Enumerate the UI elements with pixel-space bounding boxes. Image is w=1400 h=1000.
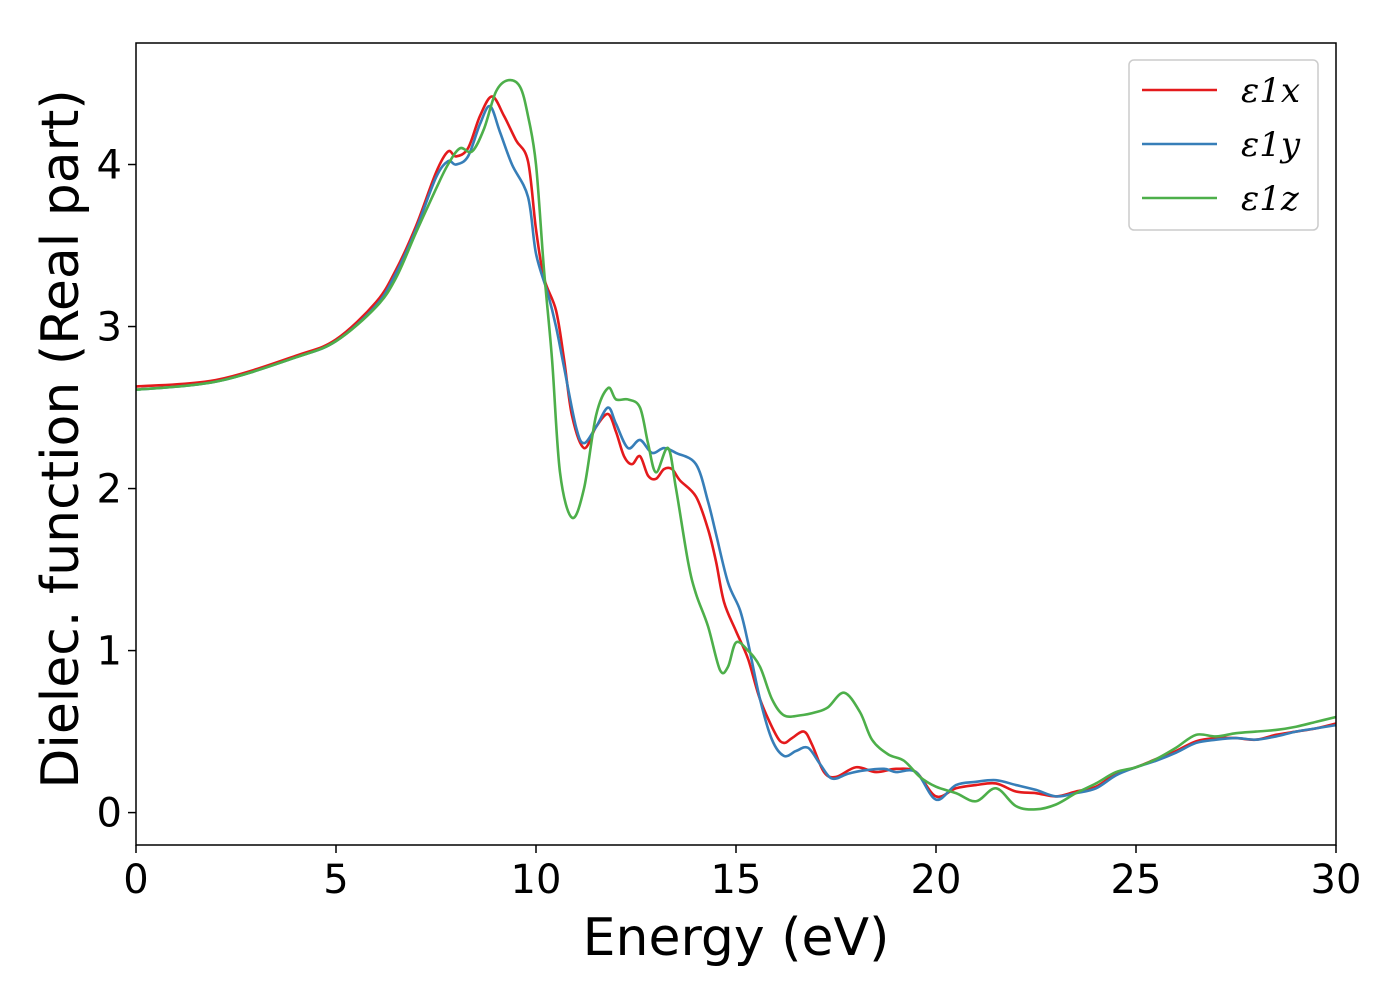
y-tick-label: 3 <box>97 305 122 351</box>
y-tick-label: 2 <box>97 467 122 513</box>
x-tick-label: 15 <box>711 857 762 903</box>
x-tick-label: 20 <box>911 857 962 903</box>
series-line-2 <box>135 104 1337 802</box>
series-line-1 <box>135 95 1337 799</box>
legend: ε1x ε1y ε1z <box>1128 59 1319 231</box>
x-axis: 0 5 10 15 20 25 30 <box>123 845 1361 903</box>
x-tick-label: 0 <box>123 857 148 903</box>
legend-label-3: ε1z <box>1241 179 1300 219</box>
legend-frame <box>1128 59 1319 231</box>
legend-label-2: ε1y <box>1241 125 1301 165</box>
x-tick-label: 10 <box>511 857 562 903</box>
series-line-3 <box>135 78 1337 811</box>
series-layer <box>135 78 1337 811</box>
x-tick-label: 25 <box>1111 857 1162 903</box>
legend-label-1: ε1x <box>1241 71 1300 111</box>
y-tick-label: 0 <box>97 791 122 837</box>
y-axis: 0 1 2 3 4 <box>97 143 136 837</box>
x-tick-label: 30 <box>1311 857 1362 903</box>
y-tick-label: 4 <box>97 143 122 189</box>
y-tick-label: 1 <box>97 629 122 675</box>
y-axis-label: Dielec. function (Real part) <box>31 89 91 788</box>
x-tick-label: 5 <box>323 857 348 903</box>
x-axis-label: Energy (eV) <box>583 908 890 968</box>
